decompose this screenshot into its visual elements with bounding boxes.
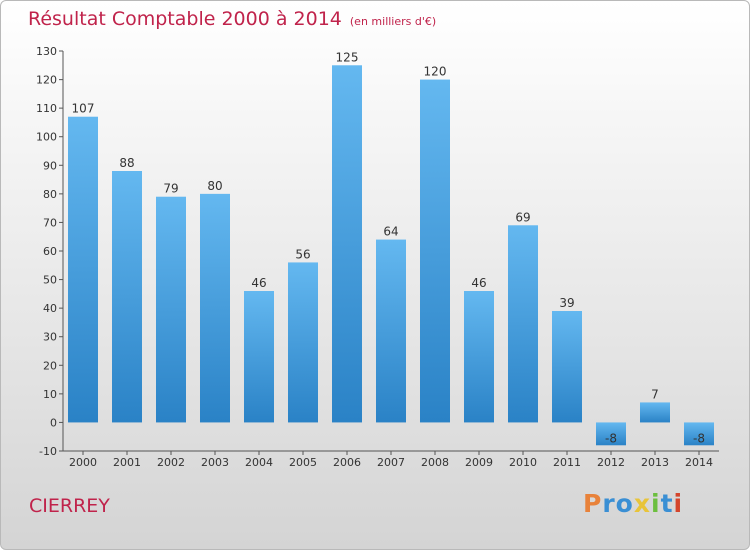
y-tick-label: 80 [43, 188, 57, 201]
x-tick-label: 2014 [685, 456, 713, 469]
bar-2010 [508, 225, 538, 423]
y-tick-label: 120 [36, 74, 57, 87]
x-tick-label: 2000 [69, 456, 97, 469]
data-label: 107 [72, 102, 95, 116]
y-tick-label: 10 [43, 388, 57, 401]
data-label: -8 [605, 431, 617, 445]
bar-2007 [376, 239, 406, 423]
data-label: 88 [119, 156, 134, 170]
bar-2012 [596, 422, 626, 446]
data-label: 69 [515, 210, 530, 224]
bar-2002 [156, 196, 186, 423]
x-tick-label: 2011 [553, 456, 581, 469]
x-tick-label: 2006 [333, 456, 361, 469]
y-tick-label: 20 [43, 359, 57, 372]
logo-letter: o [615, 489, 634, 518]
data-label: 56 [295, 247, 310, 261]
y-tick-label: 50 [43, 274, 57, 287]
chart-title-block: Résultat Comptable 2000 à 2014 (en millie… [28, 8, 436, 30]
bar-2006 [332, 65, 362, 423]
bar-2000 [68, 116, 98, 423]
y-tick-label: -10 [39, 445, 57, 458]
bar-2011 [552, 311, 582, 423]
y-tick-label: 90 [43, 159, 57, 172]
logo-letter: t [660, 489, 674, 518]
y-tick-label: 40 [43, 302, 57, 315]
x-tick-label: 2009 [465, 456, 493, 469]
x-tick-label: 2002 [157, 456, 185, 469]
x-tick-label: 2013 [641, 456, 669, 469]
data-label: 125 [336, 50, 359, 64]
data-label: 120 [424, 65, 447, 79]
bar-2001 [112, 171, 142, 423]
logo-letter: i [673, 489, 684, 518]
y-tick-label: 70 [43, 216, 57, 229]
x-tick-label: 2001 [113, 456, 141, 469]
chart-title: Résultat Comptable 2000 à 2014 [28, 8, 342, 30]
data-label: 79 [163, 182, 178, 196]
bar-2004 [244, 291, 274, 423]
bar-2008 [420, 79, 450, 423]
y-tick-label: 30 [43, 331, 57, 344]
chart-subtitle: (en milliers d'€) [349, 15, 437, 28]
bar-2005 [288, 262, 318, 423]
bar-2003 [200, 193, 230, 423]
data-label: 64 [383, 225, 398, 239]
commune-name: CIERREY [29, 495, 110, 517]
x-tick-label: 2010 [509, 456, 537, 469]
data-label: 39 [559, 296, 574, 310]
y-tick-label: 60 [43, 245, 57, 258]
logo-letter: x [633, 489, 651, 518]
proxiti-logo[interactable]: Proxiti [583, 489, 683, 518]
logo-letter: r [602, 489, 616, 518]
data-label: 46 [251, 276, 266, 290]
data-label: 80 [207, 179, 222, 193]
x-tick-label: 2007 [377, 456, 405, 469]
x-tick-label: 2004 [245, 456, 273, 469]
bar-2009 [464, 291, 494, 423]
x-tick-label: 2008 [421, 456, 449, 469]
x-tick-label: 2012 [597, 456, 625, 469]
x-tick-label: 2003 [201, 456, 229, 469]
data-label: -8 [693, 431, 705, 445]
logo-letter: i [651, 489, 661, 518]
data-label: 46 [471, 276, 486, 290]
y-tick-label: 0 [50, 416, 57, 429]
bar-2013 [640, 402, 670, 423]
y-tick-label: 110 [36, 102, 57, 115]
y-tick-label: 100 [36, 131, 57, 144]
y-tick-label: 130 [36, 45, 57, 58]
data-label: 7 [651, 387, 659, 401]
x-tick-label: 2005 [289, 456, 317, 469]
bar-2014 [684, 422, 714, 446]
logo-letter: P [583, 489, 603, 518]
